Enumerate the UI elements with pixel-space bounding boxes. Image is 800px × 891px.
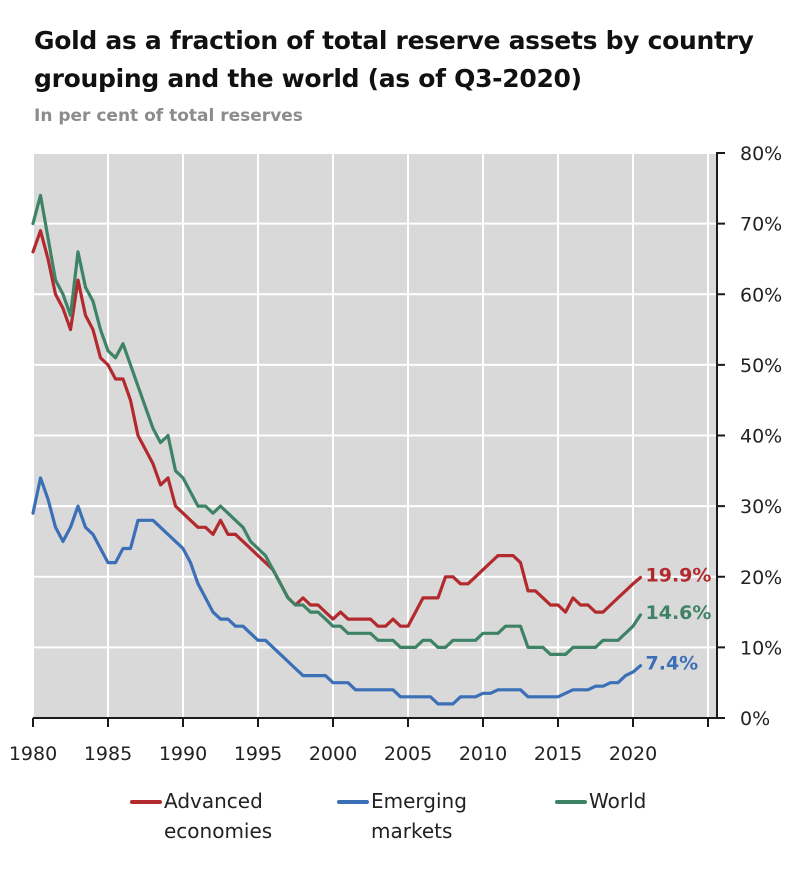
x-tick-label: 2020 — [609, 743, 657, 765]
y-tick-label: 80% — [740, 143, 782, 165]
axes — [32, 152, 725, 727]
x-tick-label: 2005 — [384, 743, 432, 765]
legend-swatch-advanced — [130, 800, 162, 804]
y-tick-label: 50% — [740, 355, 782, 377]
x-tick-label: 2015 — [534, 743, 582, 765]
end-label-world: 14.6% — [646, 602, 712, 624]
legend-item-world: World — [555, 786, 739, 816]
legend-label: World — [589, 789, 647, 813]
legend-label-line2: economies — [164, 819, 273, 843]
series-line-advanced-economies — [31, 229, 643, 628]
x-tick-label: 1990 — [159, 743, 207, 765]
chart-subtitle: In per cent of total reserves — [34, 106, 303, 126]
legend-swatch-emerging — [337, 800, 369, 804]
x-tick-label: 1995 — [234, 743, 282, 765]
y-tick-label: 30% — [740, 496, 782, 518]
x-tick-label: 1980 — [9, 743, 57, 765]
gridlines — [32, 152, 716, 719]
y-tick-label: 10% — [740, 637, 782, 659]
end-value-labels: 19.9% 7.4% 14.6% — [646, 564, 712, 674]
y-tick-label: 60% — [740, 284, 782, 306]
legend-swatch-world — [555, 800, 587, 804]
y-tick-label: 20% — [740, 567, 782, 589]
tick-labels: 1980 1985 1990 1995 2000 2005 2010 2015 2020 0% 10… — [9, 143, 782, 765]
legend: Advanced economies Emerging markets Worl… — [0, 786, 800, 856]
legend-item-emerging-markets: Emerging markets — [337, 786, 521, 846]
chart-title: Gold as a fraction of total reserve asse… — [34, 26, 754, 93]
series-lines — [31, 193, 643, 706]
legend-label: Emerging — [371, 789, 467, 813]
x-tick-label: 2010 — [459, 743, 507, 765]
legend-label: Advanced — [164, 789, 263, 813]
x-tick-label: 2000 — [309, 743, 357, 765]
y-tick-label: 40% — [740, 426, 782, 448]
x-tick-label: 1985 — [84, 743, 132, 765]
end-label-advanced-economies: 19.9% — [646, 564, 712, 586]
legend-item-advanced-economies: Advanced economies — [130, 786, 314, 846]
series-line-world — [31, 193, 643, 657]
series-line-emerging-markets — [31, 476, 643, 706]
y-tick-label: 0% — [740, 708, 770, 730]
legend-label-line2: markets — [371, 819, 453, 843]
end-label-emerging-markets: 7.4% — [646, 653, 699, 675]
y-tick-label: 70% — [740, 214, 782, 236]
